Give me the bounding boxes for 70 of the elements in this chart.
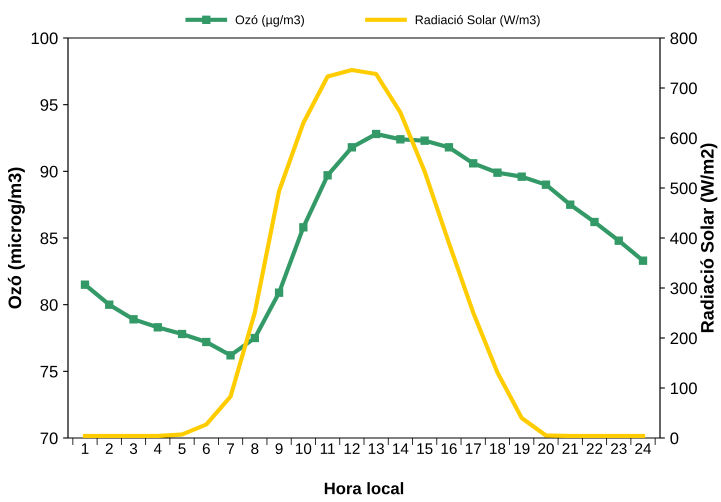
y2-tick-label: 0 [670, 432, 678, 444]
point [129, 315, 138, 324]
x-tick-label: 3 [130, 443, 138, 454]
point [348, 143, 356, 152]
x-tick-label: 24 [635, 443, 652, 454]
y2-tick-label: 300 [670, 282, 697, 294]
point [226, 351, 235, 360]
x-tick-label: 14 [393, 443, 408, 454]
y-tick-label: 90 [40, 166, 58, 178]
x-tick-label: 2 [106, 443, 113, 454]
point [396, 135, 405, 144]
point [274, 288, 284, 297]
point [493, 168, 502, 177]
x-tick-label: 15 [417, 443, 433, 454]
y2-tick-label: 200 [670, 332, 697, 344]
x-tick-label: 20 [538, 443, 554, 454]
point [444, 143, 454, 152]
y-tick-label: 100 [32, 32, 58, 44]
y-tick-label: 75 [40, 366, 58, 378]
x-tick-label: 17 [466, 443, 481, 454]
point [566, 200, 574, 209]
x-tick-label: 23 [611, 443, 627, 454]
point [178, 330, 186, 338]
y-tick-label: 70 [40, 432, 58, 444]
point [542, 180, 550, 189]
x-tick-label: 18 [490, 443, 506, 454]
y-tick-label: 95 [40, 99, 58, 111]
x-tick-label: 16 [442, 443, 457, 454]
x-tick-label: 4 [154, 443, 162, 454]
x-tick-label: 6 [202, 443, 210, 454]
y2-tick-label: 600 [670, 132, 697, 144]
point [105, 300, 114, 309]
x-tick-label: 11 [320, 443, 335, 454]
y-tick-label: 85 [40, 232, 58, 244]
y-axis-title: Ozó (microg/m3) [8, 168, 25, 308]
point [202, 338, 210, 346]
x-tick-label: 12 [344, 443, 360, 454]
legend-label: Radiació Solar (W/m3) [416, 14, 540, 27]
y2-tick-label: 700 [670, 82, 697, 94]
point [638, 256, 648, 265]
x-tick-label: 1 [82, 443, 88, 454]
y2-tick-label: 100 [670, 382, 697, 394]
x-tick-label: 19 [514, 443, 530, 454]
x-tick-label: 13 [368, 443, 384, 454]
x-axis-title: Hora local [324, 482, 404, 494]
x-tick-label: 21 [562, 443, 578, 454]
point [372, 130, 380, 138]
x-tick-label: 10 [296, 443, 312, 454]
legend-label: Ozó (µg/m3) [236, 14, 304, 27]
y2-tick-label: 800 [670, 32, 697, 44]
point [420, 136, 429, 145]
y2-axis-title: Radiació Solar (W/m2) [700, 144, 718, 332]
point [614, 236, 623, 245]
x-tick-label: 8 [251, 443, 258, 454]
point [469, 159, 478, 168]
point [299, 223, 308, 232]
x-tick-label: 22 [586, 443, 602, 454]
x-tick-label: 9 [276, 443, 283, 454]
point [80, 280, 90, 289]
y2-tick-label: 400 [670, 232, 697, 244]
point [154, 323, 162, 332]
line-series [82, 68, 646, 438]
point [323, 171, 332, 180]
x-tick-label: 7 [227, 443, 234, 454]
y-tick-label: 80 [40, 299, 58, 311]
y2-tick-label: 500 [670, 182, 697, 194]
point [590, 218, 599, 226]
x-tick-label: 5 [178, 443, 186, 454]
point [250, 334, 259, 342]
point [518, 172, 526, 181]
